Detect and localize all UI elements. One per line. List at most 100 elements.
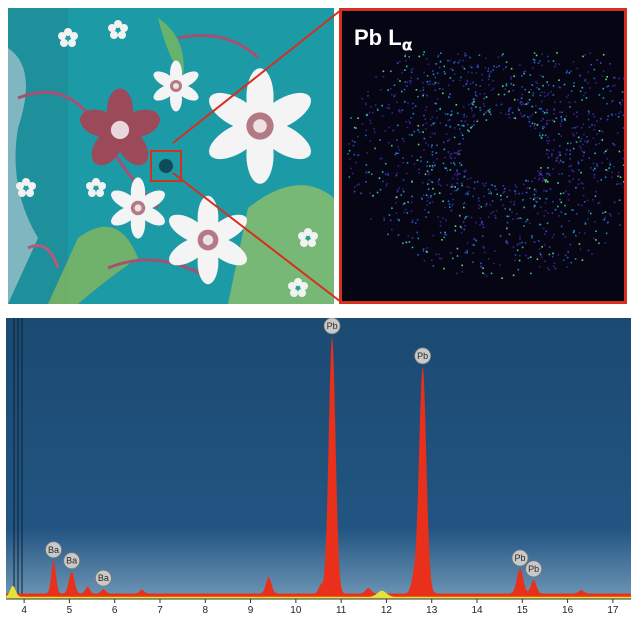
map-dot [536, 196, 539, 199]
map-dot [540, 64, 543, 67]
map-dot [579, 74, 581, 77]
map-dot [522, 115, 525, 118]
map-dot [441, 239, 443, 241]
map-dot [607, 115, 609, 117]
map-dot [390, 70, 392, 73]
map-dot [369, 119, 372, 122]
map-dot [548, 140, 551, 142]
map-dot [366, 113, 369, 116]
map-dot [417, 254, 419, 256]
map-dot [492, 69, 494, 71]
map-dot [485, 182, 487, 185]
map-dot [541, 174, 543, 177]
map-dot [621, 91, 624, 93]
map-dot [607, 221, 609, 224]
map-dot [546, 94, 549, 97]
map-dot [483, 247, 485, 249]
map-dot [472, 252, 474, 254]
map-dot [512, 84, 515, 86]
map-dot [467, 190, 470, 193]
map-dot [481, 73, 483, 76]
map-dot [611, 100, 613, 103]
map-dot [433, 161, 435, 164]
map-dot [455, 152, 458, 154]
map-dot [462, 59, 464, 62]
map-dot [508, 90, 510, 93]
map-dot [429, 118, 432, 121]
map-dot [559, 122, 562, 125]
map-dot [463, 202, 466, 204]
map-dot [511, 111, 514, 114]
map-dot [442, 162, 445, 165]
map-dot [510, 67, 513, 70]
map-dot [541, 180, 544, 182]
map-dot [543, 95, 546, 98]
map-dot [475, 94, 477, 96]
map-dot [574, 126, 576, 129]
map-dot [533, 59, 536, 62]
map-dot [446, 113, 449, 116]
map-dot [385, 173, 387, 175]
map-dot [443, 236, 445, 239]
map-dot [595, 82, 597, 84]
map-dot [527, 102, 529, 104]
peak-label-text: Pb [528, 564, 539, 574]
map-dot [584, 232, 586, 234]
map-dot [431, 165, 434, 167]
map-dot [429, 165, 431, 167]
map-dot [382, 75, 385, 78]
map-dot [398, 109, 401, 111]
map-dot [412, 107, 414, 109]
map-dot [514, 259, 516, 262]
map-dot [512, 218, 514, 220]
map-dot [522, 103, 524, 106]
map-dot [439, 60, 442, 63]
map-dot [437, 82, 440, 85]
map-dot [558, 215, 560, 217]
map-dot [450, 110, 453, 113]
map-dot [435, 253, 437, 256]
map-dot [582, 154, 585, 157]
map-dot [467, 71, 470, 73]
map-dot [567, 94, 570, 96]
map-dot [623, 181, 625, 183]
map-dot [462, 203, 464, 205]
map-dot [447, 140, 449, 142]
map-dot [595, 163, 598, 166]
map-dot [568, 220, 570, 222]
map-dot [476, 120, 479, 122]
map-dot [564, 254, 567, 257]
map-dot [475, 239, 477, 242]
map-dot [546, 111, 548, 114]
map-dot [426, 247, 429, 249]
map-dot [521, 101, 523, 104]
map-dot [398, 149, 401, 151]
map-dot [545, 190, 548, 192]
map-dot [438, 192, 441, 194]
map-dot [551, 255, 554, 258]
map-dot [509, 201, 512, 203]
peak-label-pb: Pb [323, 318, 341, 335]
map-dot [439, 122, 442, 124]
map-dot [397, 165, 400, 167]
map-dot [446, 169, 449, 172]
map-dot [610, 215, 612, 217]
map-dot [444, 231, 446, 234]
x-tick-label: 5 [67, 605, 73, 616]
map-dot [406, 81, 409, 83]
map-dot [544, 181, 547, 183]
map-dot [436, 144, 438, 147]
map-dot [536, 201, 538, 203]
map-dot [544, 260, 546, 263]
map-dot [560, 135, 563, 137]
map-dot [599, 62, 602, 64]
map-dot [606, 169, 609, 172]
map-dot [601, 162, 603, 164]
map-dot [534, 241, 536, 244]
map-dot [430, 146, 433, 148]
map-dot [397, 124, 399, 127]
map-dot [593, 237, 595, 240]
map-dot [526, 187, 528, 189]
map-dot [592, 198, 594, 201]
